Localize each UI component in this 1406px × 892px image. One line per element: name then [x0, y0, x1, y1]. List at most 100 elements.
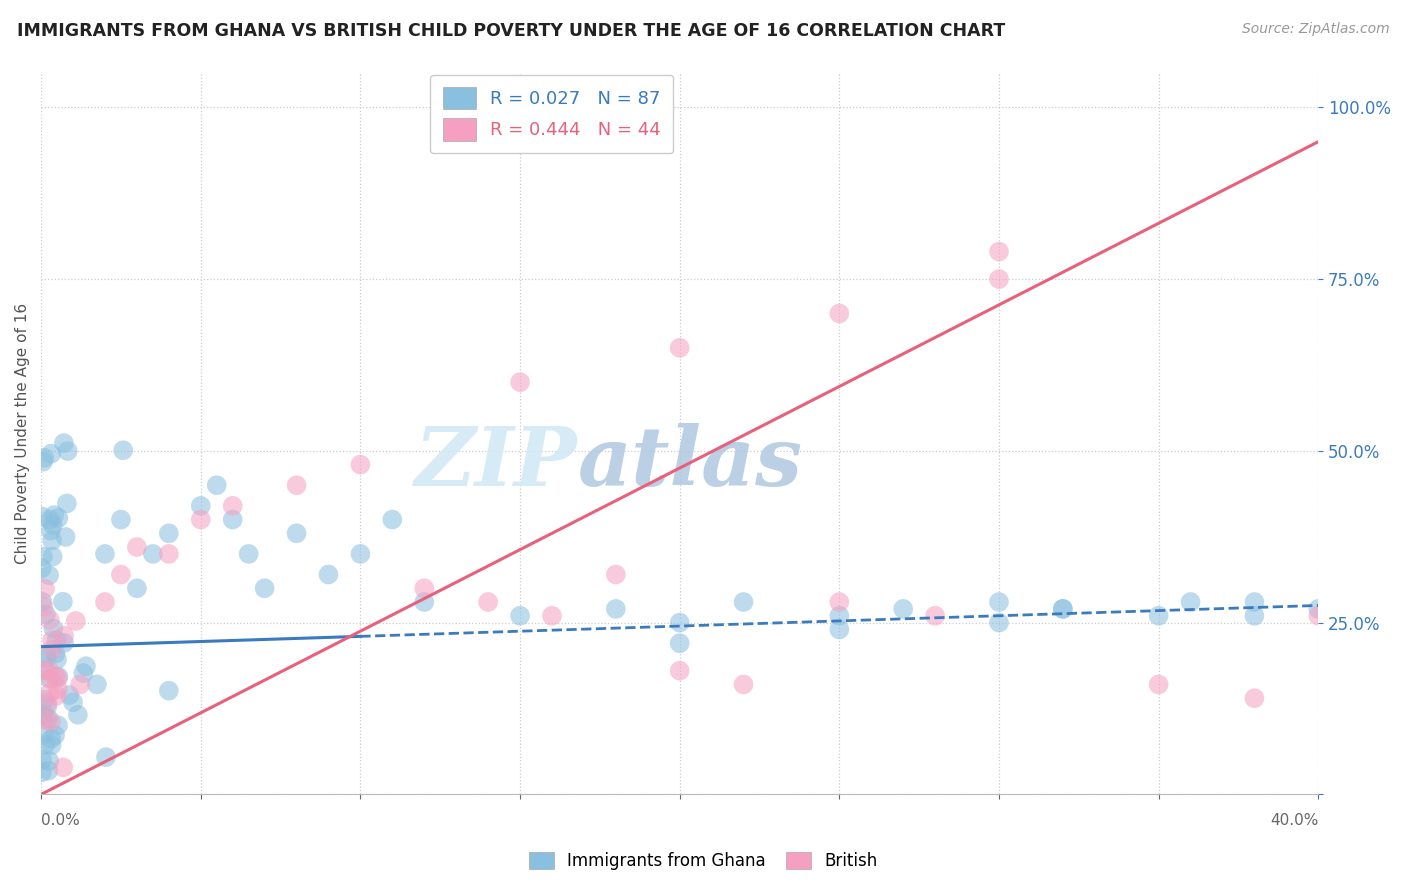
Point — [509, 608, 531, 623]
Point — [157, 547, 180, 561]
Point — [42, 622, 65, 636]
Text: Source: ZipAtlas.com: Source: ZipAtlas.com — [1241, 22, 1389, 37]
Point — [157, 683, 180, 698]
Point — [205, 478, 228, 492]
Point — [37, 764, 59, 778]
Point — [48, 670, 70, 684]
Point — [34, 450, 56, 465]
Point — [988, 272, 1011, 286]
Point — [86, 677, 108, 691]
Point — [75, 659, 97, 673]
Point — [52, 760, 75, 774]
Point — [541, 608, 564, 623]
Point — [58, 688, 80, 702]
Point — [53, 628, 76, 642]
Point — [38, 613, 60, 627]
Text: 40.0%: 40.0% — [1270, 813, 1319, 828]
Point — [62, 695, 84, 709]
Point — [221, 499, 243, 513]
Point — [46, 671, 69, 685]
Point — [45, 689, 67, 703]
Point — [1052, 602, 1074, 616]
Point — [34, 582, 56, 596]
Point — [988, 244, 1011, 259]
Point — [69, 677, 91, 691]
Point — [32, 706, 55, 721]
Text: atlas: atlas — [578, 423, 803, 502]
Point — [52, 436, 75, 450]
Point — [110, 512, 132, 526]
Point — [35, 607, 58, 622]
Point — [39, 714, 62, 729]
Point — [509, 375, 531, 389]
Point — [349, 458, 371, 472]
Point — [1308, 608, 1330, 623]
Legend: R = 0.027   N = 87, R = 0.444   N = 44: R = 0.027 N = 87, R = 0.444 N = 44 — [430, 75, 673, 153]
Point — [37, 698, 59, 713]
Point — [1243, 595, 1265, 609]
Point — [32, 455, 55, 469]
Point — [66, 707, 89, 722]
Point — [605, 602, 627, 616]
Point — [52, 595, 75, 609]
Point — [125, 581, 148, 595]
Point — [253, 581, 276, 595]
Point — [828, 623, 851, 637]
Point — [44, 728, 66, 742]
Point — [39, 672, 62, 686]
Y-axis label: Child Poverty Under the Age of 16: Child Poverty Under the Age of 16 — [15, 303, 30, 565]
Point — [94, 595, 117, 609]
Point — [72, 666, 94, 681]
Point — [31, 765, 53, 780]
Point — [1243, 691, 1265, 706]
Point — [94, 547, 117, 561]
Point — [988, 615, 1011, 630]
Point — [41, 633, 63, 648]
Point — [34, 738, 56, 752]
Point — [44, 647, 66, 661]
Point — [34, 713, 56, 727]
Point — [65, 614, 87, 628]
Point — [1180, 595, 1202, 609]
Point — [190, 499, 212, 513]
Point — [37, 711, 59, 725]
Text: ZIP: ZIP — [415, 423, 578, 502]
Point — [285, 526, 308, 541]
Point — [477, 595, 499, 609]
Point — [41, 533, 63, 548]
Point — [45, 633, 67, 648]
Point — [35, 647, 58, 661]
Point — [94, 750, 117, 764]
Point — [110, 567, 132, 582]
Point — [31, 509, 53, 524]
Point — [413, 595, 436, 609]
Point — [38, 672, 60, 686]
Point — [318, 567, 340, 582]
Point — [1147, 677, 1170, 691]
Point — [55, 530, 77, 544]
Point — [42, 518, 65, 533]
Point — [46, 652, 69, 666]
Point — [1052, 602, 1074, 616]
Point — [38, 686, 60, 700]
Point — [142, 547, 165, 561]
Point — [381, 512, 404, 526]
Point — [285, 478, 308, 492]
Point — [41, 549, 63, 564]
Point — [39, 447, 62, 461]
Point — [46, 682, 69, 697]
Point — [46, 718, 69, 732]
Point — [32, 727, 55, 741]
Point — [44, 669, 66, 683]
Point — [605, 567, 627, 582]
Point — [31, 595, 53, 609]
Point — [39, 524, 62, 538]
Point — [125, 540, 148, 554]
Point — [53, 636, 76, 650]
Point — [112, 443, 135, 458]
Point — [56, 496, 79, 510]
Text: IMMIGRANTS FROM GHANA VS BRITISH CHILD POVERTY UNDER THE AGE OF 16 CORRELATION C: IMMIGRANTS FROM GHANA VS BRITISH CHILD P… — [17, 22, 1005, 40]
Point — [157, 526, 180, 541]
Point — [988, 595, 1011, 609]
Point — [38, 663, 60, 677]
